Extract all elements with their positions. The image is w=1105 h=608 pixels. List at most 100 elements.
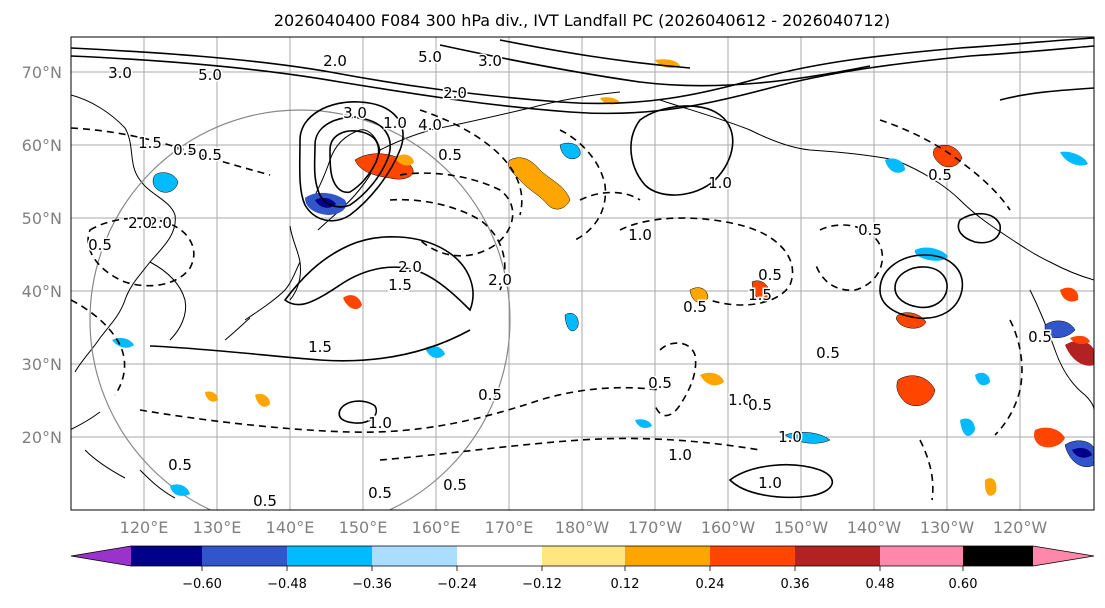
contour-label: 0.5: [198, 146, 222, 164]
lat-label: 20°N: [22, 428, 62, 447]
colorbar-tick-label: 0.36: [781, 577, 810, 592]
lat-label: 40°N: [22, 282, 62, 301]
colorbar-segment: [372, 546, 457, 566]
lon-label: 130°W: [920, 518, 975, 537]
contour-solid-northeast: [999, 87, 1094, 101]
contour-label: 0.5: [683, 298, 707, 316]
contour-solid-ne-pacific-2: [894, 266, 948, 309]
contour-dashed-bering: [419, 109, 523, 216]
colorbar-segment: [710, 546, 795, 566]
contour-dashed-bering-2: [559, 129, 607, 241]
contour-label: 1.0: [728, 391, 752, 409]
contour-dashed-subtropical: [139, 386, 661, 433]
colorbar-tick-label: −0.24: [437, 577, 477, 592]
coast-asia-mainland: [71, 94, 176, 373]
shade-negative-tropical: [784, 432, 831, 444]
colorbar-segment: [963, 546, 1033, 566]
contour-label: 1.0: [708, 174, 732, 192]
contour-solid-jet-2: [71, 45, 1094, 115]
lon-label: 140°E: [266, 518, 315, 537]
shade-negative-coast: [1044, 320, 1076, 338]
shade-positive-baja-edge: [1070, 335, 1090, 345]
contours-dashed: [71, 109, 1023, 501]
lon-label: 120°W: [993, 518, 1048, 537]
colorbar-outline: [70, 545, 1095, 567]
map-frame: [70, 36, 1095, 511]
colorbar-tick-label: 0.60: [949, 577, 978, 592]
shade-negative-manchuria: [152, 172, 179, 193]
contour-label: 2.0: [398, 258, 422, 276]
contour-label: 4.0: [418, 116, 442, 134]
contour-label: 2.0: [128, 214, 152, 232]
contour-label: 1.0: [668, 446, 692, 464]
contour-label: 1.0: [383, 114, 407, 132]
shade-negative-gulf-alaska: [885, 158, 905, 173]
shade-negative-trop-small: [635, 419, 652, 428]
contour-label: 1.5: [138, 134, 162, 152]
shade-negative-bering-small: [559, 142, 581, 160]
contour-dashed-manchuria: [87, 217, 195, 287]
shade-positive-trop-3: [984, 478, 997, 496]
shade-positive-bering: [508, 157, 571, 210]
lat-label: 60°N: [22, 136, 62, 155]
shade-positive-gulf-alaska: [933, 145, 963, 168]
contour-dashed-small: [579, 191, 641, 201]
shade-positive-subtropical: [896, 375, 936, 406]
shade-positive-coast: [1060, 287, 1079, 302]
contour-dashed-kamchatka-2: [389, 198, 506, 291]
contour-label: 0.5: [443, 476, 467, 494]
contour-label: 0.5: [88, 236, 112, 254]
coast-north-america: [1029, 289, 1094, 411]
contour-dashed-central: [619, 217, 794, 306]
contour-label: 1.5: [748, 286, 772, 304]
contour-label: 2.0: [323, 52, 347, 70]
coast-kamchatka: [309, 129, 381, 231]
contour-solid-tropical: [728, 464, 834, 499]
contour-label: 0.5: [1028, 328, 1052, 346]
shade-positive-ne-pacific-2: [896, 312, 927, 329]
contour-dashed-gulf-alaska: [879, 119, 1011, 211]
contour-label: 0.5: [368, 484, 392, 502]
lon-label: 160°E: [412, 518, 461, 537]
latitude-labels: 70°N 60°N 50°N 40°N 30°N 20°N: [22, 63, 62, 447]
contour-label: 2.0: [488, 271, 512, 289]
contour-label: 0.5: [928, 166, 952, 184]
shade-positive-south-east: [1034, 427, 1065, 448]
coast-japan: [224, 261, 301, 341]
lon-label: 170°W: [628, 518, 683, 537]
lat-label: 30°N: [22, 355, 62, 374]
colorbar-tick-label: 0.48: [866, 577, 895, 592]
colorbar-tick-label: −0.36: [352, 577, 392, 592]
contour-label: 0.5: [816, 344, 840, 362]
contour-dashed-kamchatka: [399, 172, 514, 257]
shade-negative-subtropical-2: [975, 372, 990, 386]
coast-chukotka: [379, 91, 621, 151]
shade-positive-trop-2: [700, 372, 724, 386]
shade-positive-kamchatka-edge: [395, 154, 414, 166]
lon-label: 130°E: [193, 518, 242, 537]
shade-positive-baja: [1065, 340, 1094, 366]
contour-label: 3.0: [343, 104, 367, 122]
colorbar-ticks: [201, 566, 964, 571]
lat-label: 50°N: [22, 209, 62, 228]
colorbar-segment: [795, 546, 880, 566]
contours-solid: [71, 37, 1094, 499]
contour-solid-small-1: [338, 400, 377, 424]
shade-negative-subtropical-1: [960, 418, 975, 436]
contour-label: 0.5: [253, 492, 277, 510]
contour-label: 1.5: [308, 338, 332, 356]
coast-philippines: [84, 449, 176, 499]
colorbar-segment: [457, 546, 542, 566]
contour-solid-canada: [957, 212, 1001, 244]
lon-label: 180°W: [555, 518, 610, 537]
lon-label: 160°W: [701, 518, 756, 537]
contour-dashed-coast: [994, 319, 1023, 436]
contour-dashed-south-east: [919, 439, 934, 501]
divergence-shading: [112, 59, 1094, 496]
contour-solid-jet-1: [71, 37, 1094, 105]
contour-solid-ne-pacific: [879, 254, 964, 319]
colorbar-tick-label: −0.48: [267, 577, 307, 592]
contour-label: 3.0: [108, 64, 132, 82]
contour-label: 0.5: [858, 221, 882, 239]
